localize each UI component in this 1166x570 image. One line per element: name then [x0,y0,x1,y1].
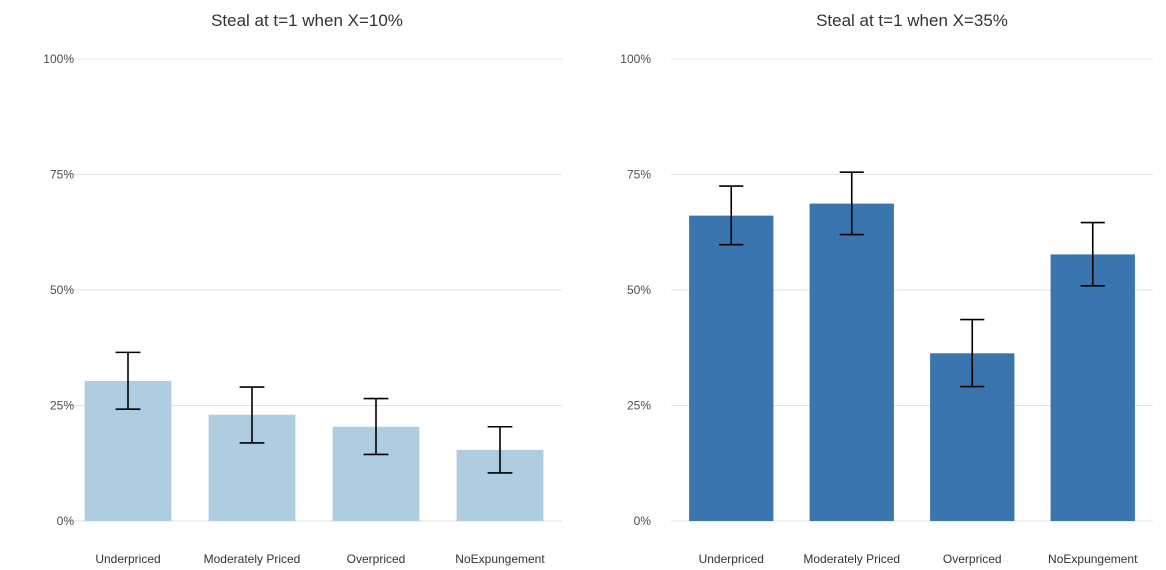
x-tick-label: Overpriced [347,552,406,566]
y-tick-label: 50% [627,283,651,297]
error-bar [839,171,864,236]
y-tick-label: 100% [43,52,74,66]
bar [1050,254,1135,521]
y-axis-ticks: 0% 25% 50% 75% 100% [620,52,651,528]
x-tick-label: Underpriced [699,552,764,566]
x-tick-label: Overpriced [943,552,1002,566]
chart-panel-steal-x10: Steal at t=1 when X=10% 0%25%50%75%100% … [43,11,562,566]
y-tick-label: 25% [627,399,651,413]
y-tick-label: 50% [50,283,74,297]
chart-title: Steal at t=1 when X=35% [816,11,1008,30]
error-bar [115,351,141,410]
error-bar [960,318,985,388]
x-axis-ticks: Underpriced Moderately Priced Overpriced No… [95,552,545,566]
chart-title: Steal at t=1 when X=10% [211,11,403,30]
error-bar [487,425,513,474]
bar [689,215,774,522]
y-tick-label: 75% [50,168,74,182]
x-axis-ticks: Underpriced Moderately Priced Overpriced No… [699,552,1139,566]
error-bars [719,171,1105,388]
error-bars [115,351,513,474]
x-tick-label: Underpriced [95,552,160,566]
y-tick-label: 75% [627,168,651,182]
bars [689,203,1135,522]
bars [84,381,544,521]
error-bar [239,386,265,444]
chart-panel-steal-x35: Steal at t=1 when X=35% 0%25%50%75%100% … [620,11,1153,566]
error-bar [1080,221,1105,287]
bar [809,203,894,521]
y-tick-label: 0% [634,514,652,528]
x-tick-label: Moderately Priced [204,552,301,566]
y-tick-label: 100% [620,52,651,66]
y-tick-label: 25% [50,399,74,413]
y-tick-label: 0% [57,514,75,528]
x-tick-label: Moderately Priced [803,552,900,566]
x-tick-label: NoExpungement [455,552,545,566]
y-axis-ticks: 0% 25% 50% 75% 100% [43,52,74,528]
error-bar [719,185,744,246]
x-tick-label: NoExpungement [1048,552,1138,566]
error-bar [363,397,389,456]
